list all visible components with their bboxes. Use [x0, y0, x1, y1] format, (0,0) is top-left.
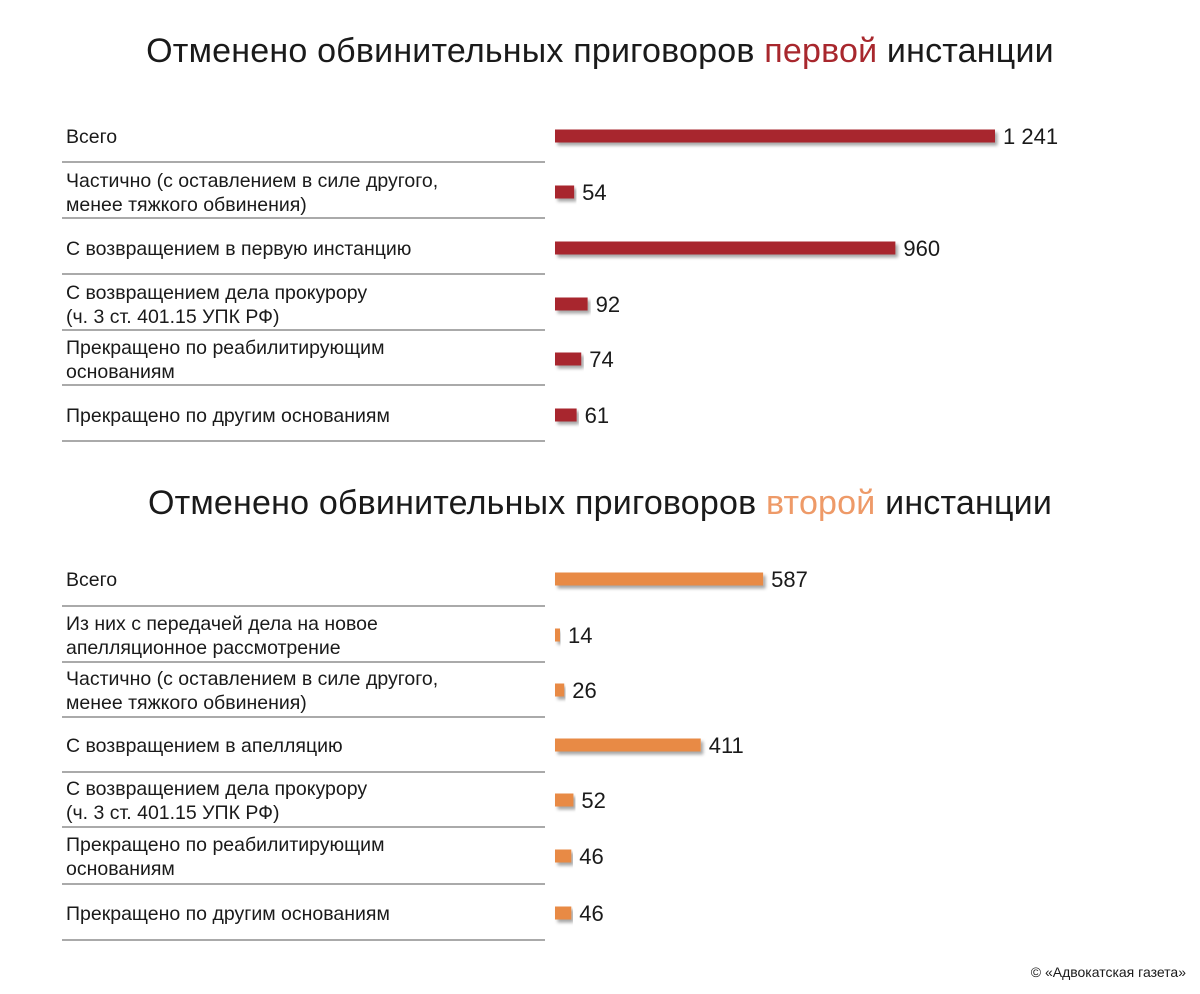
value-label: 1 241 [1003, 124, 1058, 149]
value-label: 46 [579, 844, 603, 869]
bar [555, 352, 582, 366]
bar-row: Всего 587 [62, 567, 808, 607]
category-label: Частично (с оставлением в силе другого, [66, 170, 438, 192]
category-label: апелляционное рассмотрение [66, 637, 341, 659]
chart-title-first-instance: Отменено обвинительных приговоров первой… [0, 32, 1200, 71]
category-label: менее тяжкого обвинения) [66, 692, 307, 714]
bar [555, 408, 577, 422]
category-label: С возвращением дела прокурору [66, 778, 367, 800]
bar-row: С возвращением дела прокурору(ч. 3 ст. 4… [62, 282, 620, 331]
bar-row: Из них с передачей дела на новоеапелляци… [62, 613, 592, 663]
bar-chart-second-instance: Всего 587 Из них с передачей дела на новое… [62, 567, 808, 941]
category-label: Прекращено по другим основаниям [66, 903, 390, 925]
bar [555, 185, 575, 199]
category-label: С возвращением в первую инстанцию [66, 238, 411, 260]
value-label: 587 [771, 567, 808, 592]
bar [555, 297, 588, 311]
copyright-note: © «Адвокатская газета» [1030, 964, 1186, 980]
bar [555, 793, 574, 807]
bar-row: С возвращением в первую инстанцию 960 [62, 236, 940, 275]
bar-row: Прекращено по другим основаниям 46 [62, 901, 604, 941]
value-label: 26 [572, 678, 596, 703]
title-prefix: Отменено обвинительных приговоров [146, 32, 765, 70]
value-label: 960 [903, 236, 940, 261]
category-label: основаниям [66, 361, 175, 383]
value-label: 92 [596, 292, 620, 317]
bar-chart-first-instance: Всего 1 241 Частично (с оставлением в силе… [62, 124, 1058, 442]
value-label: 54 [582, 180, 606, 205]
bar [555, 683, 565, 697]
bar [555, 628, 560, 642]
value-label: 74 [589, 347, 613, 372]
bar-row: С возвращением дела прокурору(ч. 3 ст. 4… [62, 778, 606, 828]
value-label: 61 [585, 403, 609, 428]
category-label: Всего [66, 126, 117, 148]
title-accent-word: первой [764, 32, 878, 70]
category-label: Прекращено по реабилитирующим [66, 337, 384, 359]
bar [555, 738, 701, 752]
bar-row: С возвращением в апелляцию 411 [62, 733, 744, 773]
chart-title-second-instance: Отменено обвинительных приговоров второй… [0, 484, 1200, 523]
category-label: менее тяжкого обвинения) [66, 194, 307, 216]
bar [555, 241, 896, 255]
title-suffix: инстанции [875, 484, 1053, 522]
title-accent-word: второй [766, 484, 876, 522]
category-label: основаниям [66, 858, 175, 880]
title-prefix: Отменено обвинительных приговоров [147, 484, 767, 522]
category-label: Прекращено по другим основаниям [66, 405, 390, 427]
bar-row: Прекращено по другим основаниям 61 [62, 403, 609, 442]
value-label: 14 [568, 623, 592, 648]
category-label: Прекращено по реабилитирующим [66, 834, 384, 856]
bar-row: Частично (с оставлением в силе другого,м… [62, 668, 597, 718]
category-label: С возвращением в апелляцию [66, 735, 343, 757]
category-label: (ч. 3 ст. 401.15 УПК РФ) [66, 306, 279, 328]
value-label: 46 [579, 901, 603, 926]
title-suffix: инстанции [877, 32, 1054, 70]
value-label: 411 [709, 733, 744, 758]
category-label: (ч. 3 ст. 401.15 УПК РФ) [66, 802, 279, 824]
bar [555, 849, 572, 863]
bar [555, 129, 995, 143]
bar-row: Частично (с оставлением в силе другого,м… [62, 170, 607, 219]
category-label: Всего [66, 569, 117, 591]
category-label: Из них с передачей дела на новое [66, 613, 378, 635]
category-label: С возвращением дела прокурору [66, 282, 367, 304]
bar [555, 572, 764, 586]
bar-row: Всего 1 241 [62, 124, 1058, 163]
bar [555, 906, 572, 920]
value-label: 52 [581, 788, 605, 813]
category-label: Частично (с оставлением в силе другого, [66, 668, 438, 690]
